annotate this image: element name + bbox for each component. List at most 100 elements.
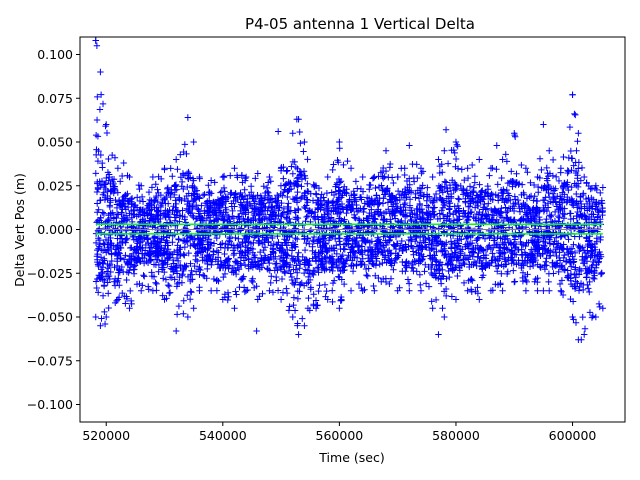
data-point xyxy=(305,294,312,302)
data-point xyxy=(446,255,453,263)
data-point xyxy=(168,263,175,270)
data-point xyxy=(96,106,104,113)
data-point xyxy=(107,234,114,242)
data-point xyxy=(220,273,227,281)
data-point xyxy=(559,266,567,273)
data-point xyxy=(102,122,109,130)
data-point xyxy=(518,246,525,253)
data-point xyxy=(330,208,337,215)
data-point xyxy=(575,159,583,166)
data-point xyxy=(231,165,238,172)
data-point xyxy=(169,173,176,180)
data-point xyxy=(583,215,590,222)
data-point xyxy=(422,261,429,268)
data-point xyxy=(413,243,421,250)
data-point xyxy=(287,207,294,214)
data-point xyxy=(207,214,214,221)
data-point xyxy=(397,242,404,249)
data-point xyxy=(111,264,118,271)
data-point xyxy=(402,259,410,266)
data-point xyxy=(557,203,564,211)
data-point xyxy=(479,187,486,194)
data-point xyxy=(152,180,159,188)
data-point xyxy=(380,174,387,182)
data-point xyxy=(423,202,431,209)
data-point xyxy=(205,253,212,261)
data-point xyxy=(572,278,580,285)
data-point xyxy=(190,191,198,198)
data-point xyxy=(241,261,249,269)
data-point xyxy=(143,236,151,243)
data-point xyxy=(573,147,580,154)
data-point xyxy=(99,276,106,283)
data-point xyxy=(183,205,191,212)
data-point xyxy=(464,240,471,248)
data-point xyxy=(588,263,595,271)
data-point xyxy=(157,191,165,199)
data-point xyxy=(269,289,277,296)
data-point xyxy=(171,186,179,194)
data-point xyxy=(232,259,240,266)
data-point xyxy=(457,222,464,229)
data-point xyxy=(117,244,124,251)
reference-lines xyxy=(95,223,603,235)
x-tick-label: 520000 xyxy=(82,428,130,443)
data-point xyxy=(381,173,388,180)
data-point xyxy=(354,243,362,251)
data-point xyxy=(389,203,396,210)
data-point xyxy=(253,327,260,335)
data-point xyxy=(159,275,167,282)
data-point xyxy=(479,262,486,269)
data-point xyxy=(295,249,302,256)
data-point xyxy=(459,213,467,220)
data-point xyxy=(136,185,143,193)
data-point xyxy=(246,200,253,208)
data-point xyxy=(407,216,415,224)
data-point xyxy=(420,237,427,245)
data-point xyxy=(502,151,509,158)
data-point xyxy=(552,234,560,241)
data-point xyxy=(531,242,539,249)
data-point xyxy=(407,213,414,220)
data-point xyxy=(140,272,147,279)
data-point xyxy=(374,234,381,241)
data-point xyxy=(347,262,355,270)
data-point xyxy=(207,177,215,184)
data-point xyxy=(271,267,278,274)
data-point xyxy=(185,170,193,177)
data-point xyxy=(576,244,583,251)
data-point xyxy=(319,243,326,251)
data-point xyxy=(526,263,534,270)
data-point xyxy=(164,185,171,193)
data-point xyxy=(148,211,155,218)
data-point xyxy=(129,250,137,258)
data-point xyxy=(301,138,308,146)
data-point xyxy=(547,252,554,259)
data-point xyxy=(499,156,506,163)
data-point xyxy=(174,166,181,173)
data-point xyxy=(246,191,253,199)
data-point xyxy=(174,242,181,249)
data-point xyxy=(166,289,174,296)
data-point xyxy=(324,173,331,181)
data-point xyxy=(570,225,578,232)
data-point xyxy=(339,251,346,259)
data-point xyxy=(103,313,110,321)
data-point xyxy=(294,188,301,196)
data-point xyxy=(503,261,510,268)
data-point xyxy=(557,195,565,202)
data-point xyxy=(126,267,133,274)
data-point xyxy=(531,212,539,219)
data-point xyxy=(93,116,101,124)
data-point xyxy=(391,243,399,250)
data-point xyxy=(309,247,316,255)
data-point xyxy=(206,208,213,215)
data-point xyxy=(266,287,273,294)
data-point xyxy=(290,294,298,301)
data-point xyxy=(307,284,315,291)
data-point xyxy=(523,195,531,202)
data-point xyxy=(283,285,290,292)
data-point xyxy=(277,296,285,303)
data-point xyxy=(195,265,203,273)
data-point xyxy=(358,284,365,292)
